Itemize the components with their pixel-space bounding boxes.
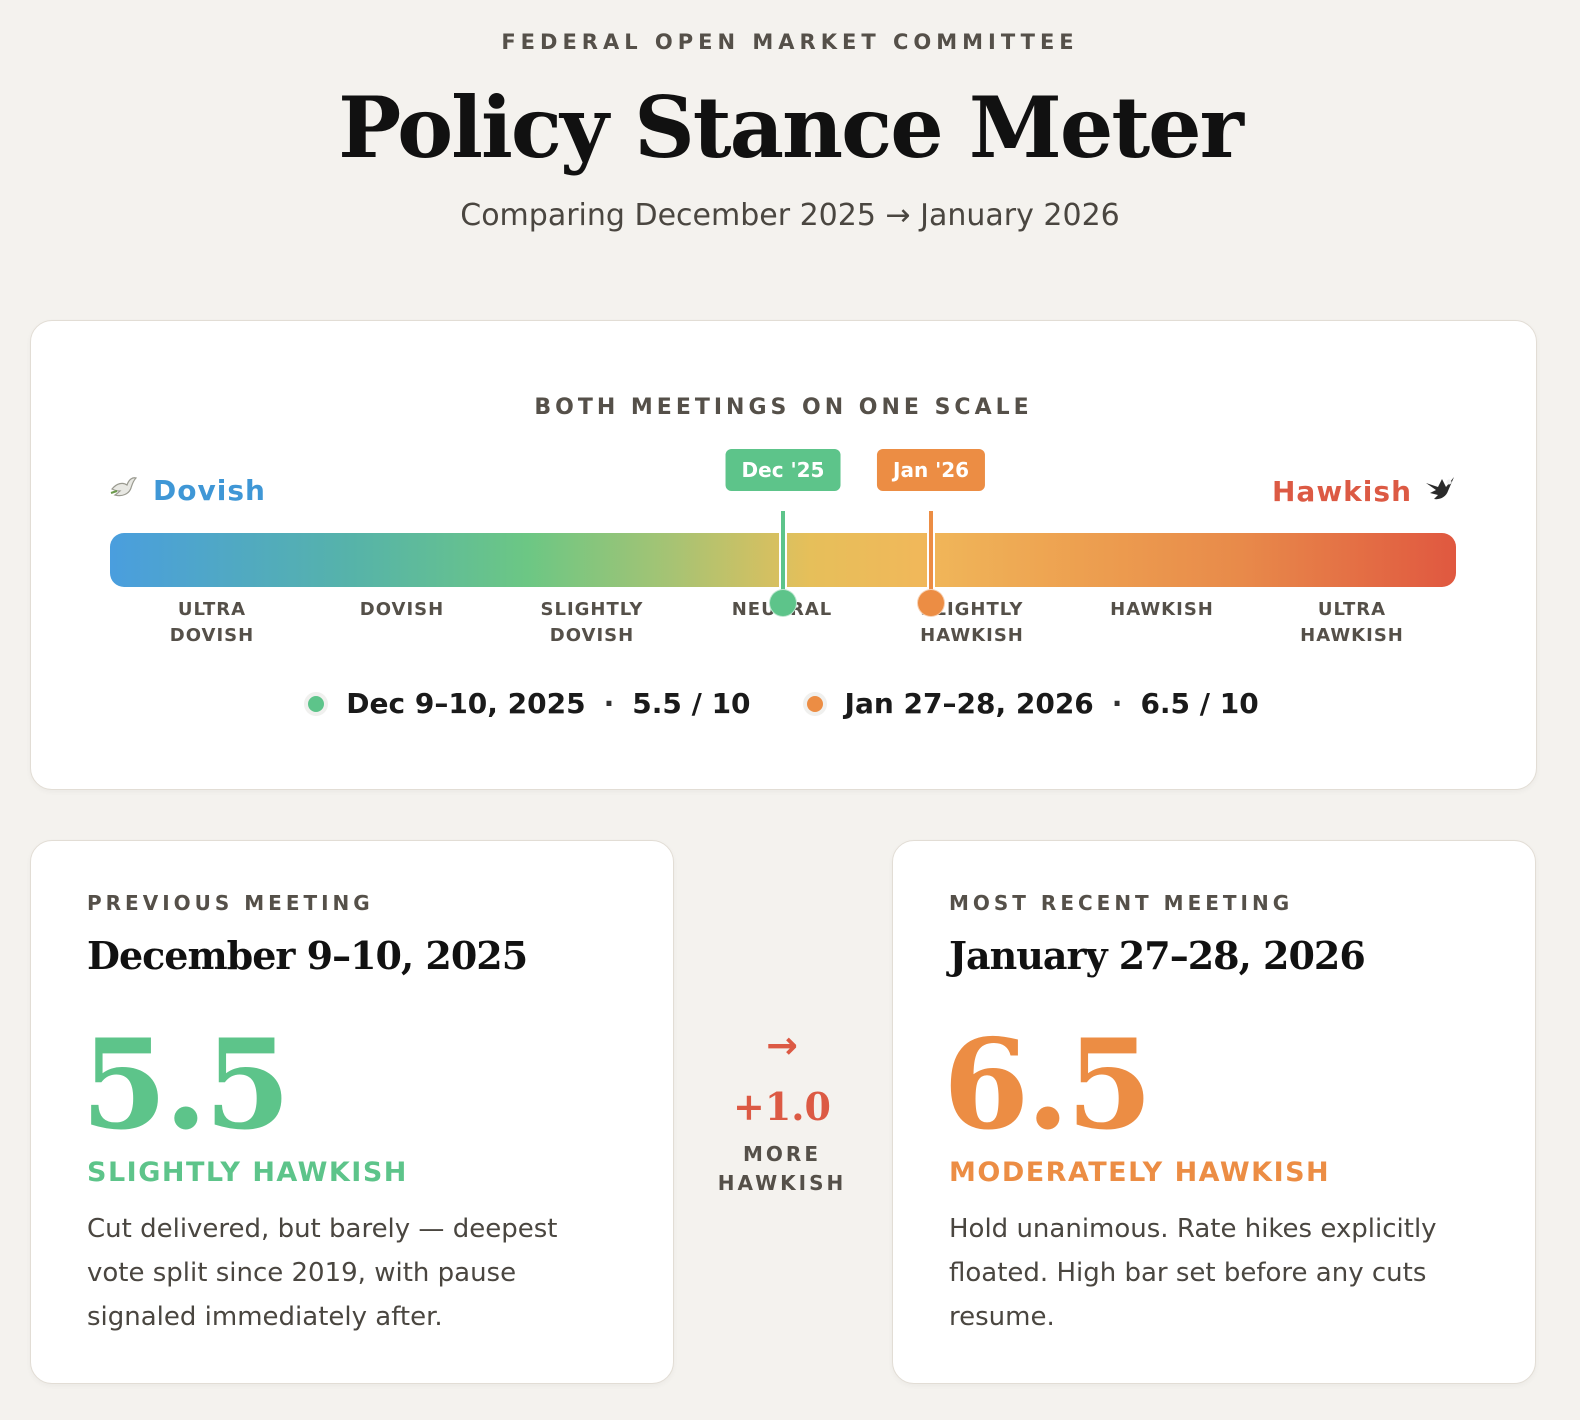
previous-meeting-description: Cut delivered, but barely — deepest vote… bbox=[87, 1214, 558, 1332]
legend-separator: · bbox=[603, 687, 615, 720]
tick-label: ULTRA DOVISH bbox=[169, 599, 255, 646]
tick-label: SLIGHTLY DOVISH bbox=[540, 599, 644, 646]
previous-meeting-score: 5.5 bbox=[81, 1013, 291, 1158]
legend-separator: · bbox=[1111, 687, 1123, 720]
dove-icon bbox=[109, 473, 139, 507]
hawkish-label: Hawkish bbox=[1271, 474, 1412, 508]
recent-meeting-score: 6.5 bbox=[943, 1013, 1153, 1158]
legend-date: Jan 27–28, 2026 bbox=[844, 687, 1094, 720]
dovish-end-label: Dovish bbox=[109, 473, 266, 507]
legend-item-jan: Jan 27–28, 2026 · 6.5 / 10 bbox=[806, 687, 1259, 720]
marker-tag: Jan '26 bbox=[877, 449, 986, 491]
kicker: FEDERAL OPEN MARKET COMMITTEE bbox=[501, 30, 1079, 54]
legend: Dec 9–10, 2025 · 5.5 / 10 Jan 27–28, 202… bbox=[31, 687, 1536, 720]
page-title: Policy Stance Meter bbox=[338, 78, 1244, 177]
marker-needle bbox=[927, 511, 936, 593]
recent-meeting-description: Hold unanimous. Rate hikes explicitly fl… bbox=[949, 1214, 1437, 1332]
legend-date: Dec 9–10, 2025 bbox=[346, 687, 586, 720]
marker-needle bbox=[779, 511, 787, 593]
tick-label: SLIGHTLY HAWKISH bbox=[920, 599, 1024, 646]
legend-item-dec: Dec 9–10, 2025 · 5.5 / 10 bbox=[308, 687, 751, 720]
previous-meeting-card: PREVIOUS MEETING December 9–10, 2025 5.5… bbox=[30, 840, 674, 1384]
recent-meeting-card: MOST RECENT MEETING January 27–28, 2026 … bbox=[892, 840, 1536, 1384]
tick-label: DOVISH bbox=[359, 599, 445, 620]
legend-dot-icon bbox=[308, 695, 325, 712]
previous-meeting-date: December 9–10, 2025 bbox=[87, 933, 528, 978]
recent-meeting-label: MOST RECENT MEETING bbox=[949, 891, 1294, 915]
stance-change-text: MORE HAWKISH bbox=[717, 1142, 847, 1195]
stance-change-delta: +1.0 bbox=[733, 1084, 831, 1129]
previous-meeting-stance: SLIGHTLY HAWKISH bbox=[87, 1157, 408, 1188]
legend-dot-icon bbox=[806, 695, 823, 712]
legend-score: 5.5 / 10 bbox=[632, 687, 751, 720]
recent-meeting-date: January 27–28, 2026 bbox=[949, 933, 1366, 978]
recent-meeting-stance: MODERATELY HAWKISH bbox=[949, 1157, 1331, 1188]
arrow-right-icon: → bbox=[766, 1023, 798, 1067]
previous-meeting-label: PREVIOUS MEETING bbox=[87, 891, 374, 915]
stance-change: → +1.0 MORE HAWKISH bbox=[672, 1020, 892, 1198]
legend-score: 6.5 / 10 bbox=[1140, 687, 1259, 720]
page-subtitle: Comparing December 2025 → January 2026 bbox=[460, 198, 1120, 233]
marker-dot bbox=[769, 589, 797, 617]
marker-dot bbox=[917, 589, 946, 617]
dovish-label: Dovish bbox=[153, 473, 266, 507]
hawk-icon bbox=[1424, 473, 1456, 509]
marker-tag: Dec '25 bbox=[725, 449, 841, 491]
hawkish-end-label: Hawkish bbox=[1272, 473, 1456, 509]
scale-heading: BOTH MEETINGS ON ONE SCALE bbox=[534, 395, 1033, 420]
scale-card: BOTH MEETINGS ON ONE SCALE Dovish Hawkis… bbox=[30, 320, 1537, 790]
tick-label: HAWKISH bbox=[1110, 599, 1214, 620]
tick-label: ULTRA HAWKISH bbox=[1300, 599, 1404, 646]
